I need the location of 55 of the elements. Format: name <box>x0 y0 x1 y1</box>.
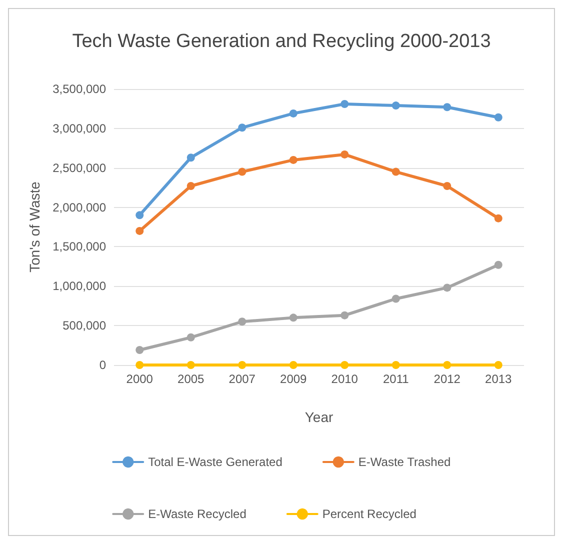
y-tick-label: 500,000 <box>62 318 106 333</box>
legend-label: Total E-Waste Generated <box>148 455 282 469</box>
point <box>340 361 349 369</box>
y-axis-title: Ton's of Waste <box>26 181 43 272</box>
legend-label: Percent Recycled <box>322 507 416 521</box>
point <box>186 154 195 162</box>
point <box>443 284 452 292</box>
point <box>340 311 349 320</box>
point <box>392 361 400 369</box>
point <box>443 361 452 369</box>
point <box>494 260 502 269</box>
point <box>340 150 349 158</box>
point <box>289 109 298 118</box>
point <box>494 113 502 122</box>
point <box>494 361 502 369</box>
point <box>136 346 144 354</box>
point <box>392 168 400 176</box>
point <box>392 294 400 303</box>
point <box>186 333 195 342</box>
point <box>443 182 452 190</box>
point <box>238 318 246 326</box>
y-tick-label: 2,000,000 <box>52 200 106 214</box>
x-axis-title: Year <box>304 409 334 425</box>
point <box>289 156 298 164</box>
legend-label: E-Waste Recycled <box>148 507 246 521</box>
y-tick-label: 3,000,000 <box>52 121 106 136</box>
y-tick-label: 3,500,000 <box>52 82 106 96</box>
point <box>494 214 502 222</box>
point <box>392 102 400 110</box>
y-tick-label: 0 <box>99 358 106 372</box>
y-tick-label: 1,000,000 <box>52 279 106 294</box>
x-tick-label: 2012 <box>434 372 461 386</box>
point <box>136 226 144 235</box>
point <box>186 182 195 190</box>
x-tick-label: 2000 <box>126 372 154 386</box>
x-tick-label: 2007 <box>228 372 256 386</box>
chart-title: Tech Waste Generation and Recycling 2000-2013 <box>72 31 491 52</box>
point <box>136 361 144 369</box>
x-tick-label: 2011 <box>382 372 410 386</box>
legend-label: E-Waste Trashed <box>358 455 451 469</box>
x-tick-label: 2010 <box>331 372 358 386</box>
point <box>340 100 349 108</box>
point <box>289 314 298 322</box>
point <box>136 211 144 220</box>
y-tick-label: 2,500,000 <box>52 160 106 175</box>
point <box>289 361 298 369</box>
point <box>186 361 195 369</box>
point <box>238 124 246 132</box>
x-tick-label: 2009 <box>280 372 308 386</box>
x-tick-label: 2013 <box>485 372 512 386</box>
point <box>238 168 246 176</box>
y-tick-label: 1,500,000 <box>52 240 106 254</box>
point <box>238 361 246 369</box>
x-tick-label: 2005 <box>178 372 205 386</box>
point <box>443 103 452 112</box>
